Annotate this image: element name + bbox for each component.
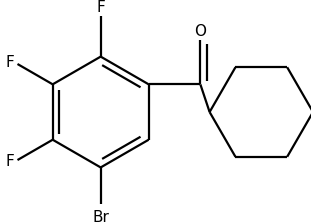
Text: F: F — [6, 55, 14, 70]
Text: F: F — [6, 154, 14, 169]
Text: O: O — [194, 24, 206, 39]
Text: Br: Br — [92, 210, 109, 224]
Text: F: F — [96, 0, 105, 15]
